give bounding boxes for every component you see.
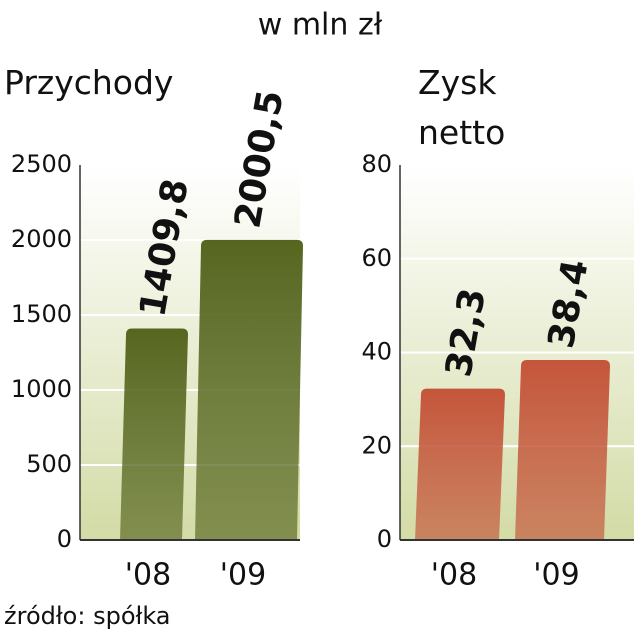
x-tick-label: '09: [533, 558, 579, 593]
y-tick-label: 60: [361, 244, 392, 272]
y-tick-label: 80: [361, 150, 392, 178]
y-tick-label: 1000: [11, 375, 72, 403]
bar: [515, 360, 610, 540]
bar: [195, 239, 303, 541]
y-tick-label: 20: [361, 431, 392, 459]
y-tick-label: 40: [361, 338, 392, 366]
y-tick-label: 0: [377, 525, 392, 553]
y-tick-label: 1500: [11, 300, 72, 328]
y-tick-label: 0: [57, 525, 72, 553]
panel-title: Przychody: [4, 63, 174, 102]
bar: [415, 388, 505, 540]
bar: [120, 328, 188, 540]
x-tick-label: '08: [125, 558, 171, 593]
y-tick-label: 2000: [11, 225, 72, 253]
panel-title: Zysk netto: [418, 63, 506, 152]
x-tick-label: '08: [431, 558, 477, 593]
y-tick-label: 500: [26, 450, 72, 478]
chart-title: w mln zł: [258, 8, 383, 43]
x-tick-label: '09: [220, 558, 266, 593]
source: źródło: spółka: [4, 602, 171, 630]
y-tick-label: 2500: [11, 150, 72, 178]
